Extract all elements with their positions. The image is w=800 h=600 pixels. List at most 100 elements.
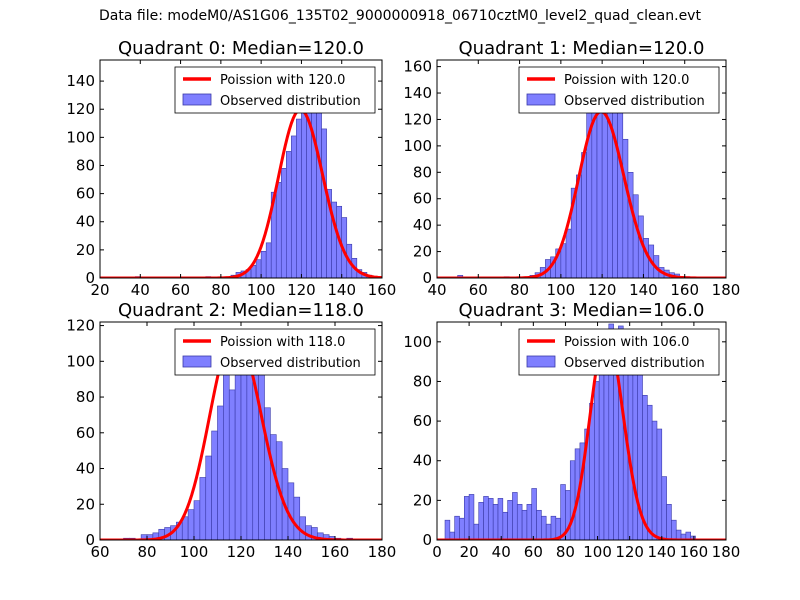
- histogram-bar: [671, 519, 677, 540]
- histogram-bar: [193, 500, 201, 540]
- histogram-bar: [690, 535, 696, 540]
- y-tick-label: 20: [76, 495, 95, 513]
- x-tick-label: 180: [712, 281, 741, 299]
- y-tick-label: 20: [76, 241, 95, 259]
- histogram-bar: [598, 351, 605, 540]
- histogram-bar: [223, 368, 230, 540]
- histogram-bar: [512, 492, 518, 540]
- y-tick-label: 60: [76, 185, 95, 203]
- x-tick-label: 40: [131, 281, 150, 299]
- histogram-bar: [187, 509, 195, 540]
- x-tick-label: 140: [647, 543, 676, 561]
- histogram-bar: [632, 194, 639, 278]
- y-tick-label: 160: [403, 58, 432, 76]
- histogram-bar: [459, 517, 465, 540]
- legend-line-label: Poission with 120.0: [564, 73, 689, 88]
- y-tick-label: 40: [413, 216, 432, 234]
- subplot-quadrant-0: 20 40 60 80 100 120 140 160020406080100120140Qu…: [66, 38, 396, 299]
- subplot-quadrant-1: 40 60 80 100 120 140 160 180 0 20 40 60 80 100 120 140 1…: [403, 38, 740, 299]
- histogram-bar: [617, 92, 624, 278]
- y-tick-label: 120: [66, 100, 95, 118]
- legend-bar-label: Observed distribution: [564, 94, 705, 109]
- x-tick-label: 80: [510, 281, 529, 299]
- y-tick-label: 80: [76, 388, 95, 406]
- x-tick-label: 100: [247, 281, 276, 299]
- histogram-bar: [651, 420, 658, 540]
- histogram-bar: [661, 476, 667, 540]
- x-tick-label: 160: [368, 281, 397, 299]
- x-tick-label: 100: [583, 543, 612, 561]
- x-tick-label: 60: [469, 281, 488, 299]
- histogram-bar: [205, 455, 212, 540]
- histogram-bar: [280, 167, 287, 278]
- histogram-bar: [296, 118, 302, 278]
- y-tick-label: 20: [413, 491, 432, 509]
- histogram-bar: [612, 87, 618, 278]
- histogram-bar: [497, 498, 504, 540]
- axes-frame: [436, 321, 727, 541]
- histogram-bar: [502, 511, 508, 540]
- y-tick-label: 100: [66, 352, 95, 370]
- y-tick-label: 80: [413, 163, 432, 181]
- histogram-bar: [199, 477, 207, 540]
- x-tick-label: 120: [615, 543, 644, 561]
- x-tick-label: 40: [492, 543, 511, 561]
- subplot-title: Quadrant 0: Median=120.0: [118, 38, 364, 59]
- x-tick-label: 140: [327, 281, 356, 299]
- y-tick-label: 0: [422, 269, 432, 287]
- x-tick-label: 160: [321, 543, 350, 561]
- histogram-bar: [488, 498, 494, 540]
- x-tick-label: 60: [524, 543, 543, 561]
- y-tick-label: 100: [66, 128, 95, 146]
- subplot-quadrant-3: 0 20 40 60 80 100 120 140 160 180020406080100Quad…: [403, 300, 740, 561]
- histogram-bar: [647, 404, 653, 540]
- legend-bar-label: Observed distribution: [564, 356, 705, 371]
- y-tick-label: 0: [85, 531, 95, 549]
- axes-frame: [436, 59, 727, 279]
- histogram-bar: [246, 353, 254, 540]
- histogram-bar: [444, 519, 451, 540]
- figure-suptitle: Data file: modeM0/AS1G06_135T02_90000009…: [99, 8, 701, 24]
- histogram-bar: [531, 488, 537, 540]
- histogram-bar: [260, 250, 267, 278]
- x-tick-label: 120: [227, 543, 256, 561]
- histogram-bar: [565, 228, 572, 278]
- y-tick-label: 20: [413, 243, 432, 261]
- y-tick-label: 60: [76, 424, 95, 442]
- histogram-bar: [275, 182, 282, 278]
- subplot-title: Quadrant 3: Median=106.0: [459, 300, 705, 321]
- legend: Poission with 106.0 Observed distribution: [518, 328, 720, 376]
- y-tick-label: 40: [76, 460, 95, 478]
- legend: Poission with 120.0 Observed distribution: [518, 66, 720, 114]
- y-tick-label: 120: [66, 317, 95, 335]
- histogram-bar: [521, 509, 528, 540]
- histogram-bar: [286, 151, 292, 278]
- x-tick-label: 120: [588, 281, 617, 299]
- histogram-bar: [321, 128, 327, 278]
- y-tick-label: 40: [76, 213, 95, 231]
- histogram-bar: [473, 523, 480, 540]
- subplot-title: Quadrant 2: Median=118.0: [118, 300, 364, 321]
- histogram-bar: [627, 172, 634, 278]
- x-tick-label: 20: [460, 543, 479, 561]
- x-tick-label: 160: [680, 543, 709, 561]
- y-tick-label: 80: [413, 372, 432, 390]
- legend-line-label: Poission with 120.0: [220, 73, 345, 88]
- histogram-bar: [316, 106, 322, 278]
- legend-bar-swatch: [526, 355, 556, 368]
- legend-bar-swatch: [182, 355, 212, 368]
- legend-bar-label: Observed distribution: [220, 94, 361, 109]
- x-tick-label: 100: [180, 543, 209, 561]
- histogram-bar: [217, 405, 224, 540]
- legend-bar-label: Observed distribution: [220, 356, 361, 371]
- x-tick-label: 100: [547, 281, 576, 299]
- histogram-bar: [454, 515, 460, 540]
- y-tick-label: 140: [66, 72, 95, 90]
- histogram-bar: [622, 138, 629, 278]
- histogram-bar: [483, 496, 489, 540]
- histogram-bar: [228, 389, 236, 540]
- histogram-bar: [291, 135, 297, 278]
- y-tick-label: 80: [76, 156, 95, 174]
- histogram-bar: [240, 371, 248, 540]
- legend-bar-swatch: [526, 93, 556, 106]
